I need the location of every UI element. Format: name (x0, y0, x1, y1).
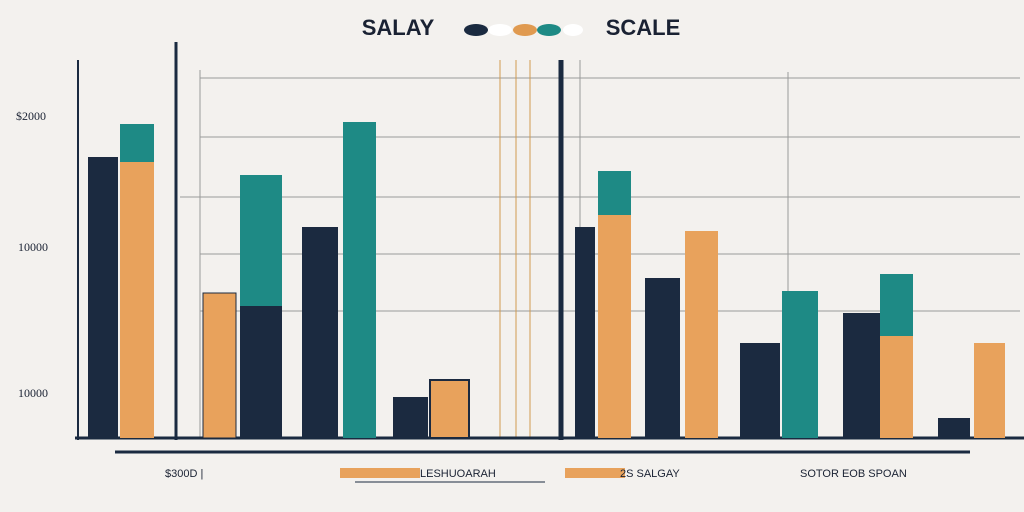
x-label: $300D | (165, 468, 203, 480)
bars (88, 122, 1005, 439)
y-label: $2000 (16, 109, 46, 123)
legend-swatch (340, 468, 420, 478)
title-dots (464, 24, 583, 36)
x-label: SOTOR EOB SPOAN (800, 468, 907, 480)
title-left: SALAY (362, 15, 435, 40)
y-label: 10000 (18, 386, 48, 400)
y-label: 10000 (18, 240, 48, 254)
x-label: 2S SALGAY (620, 468, 680, 480)
x-label: LESHUOARAH (420, 468, 496, 480)
title-right: SCALE (606, 15, 681, 40)
legend-swatch (565, 468, 625, 478)
